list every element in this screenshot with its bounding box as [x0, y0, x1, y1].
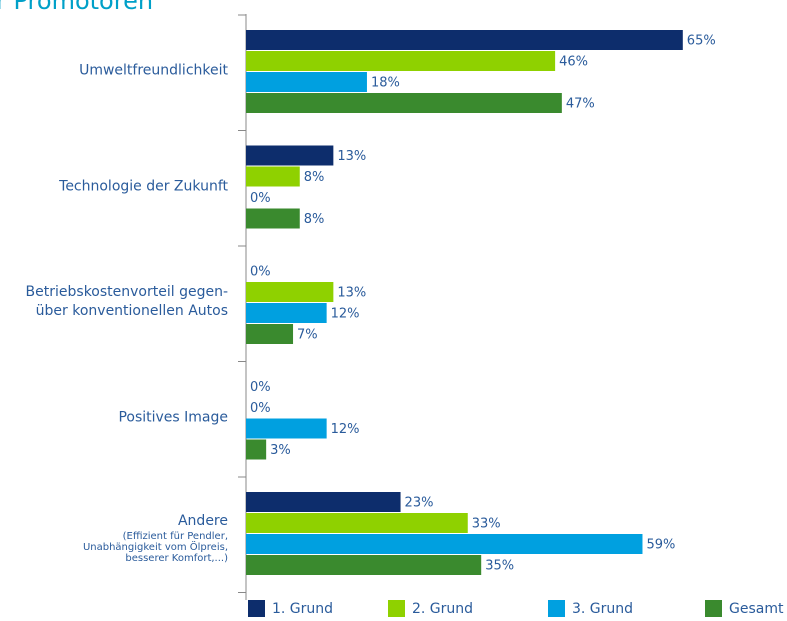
bar — [246, 303, 327, 323]
legend-label: 3. Grund — [572, 601, 633, 617]
category-label: Umweltfreundlichkeit — [79, 62, 228, 79]
value-label: 3% — [270, 443, 291, 458]
bar — [246, 93, 562, 113]
value-label: 7% — [297, 328, 318, 343]
value-label: 0% — [250, 401, 271, 416]
value-label: 0% — [250, 191, 271, 206]
category-label: Andere (Effizient für Pendler, Unabhängig… — [82, 513, 228, 564]
bar — [246, 208, 300, 229]
value-label: 33% — [472, 517, 501, 532]
bar — [246, 51, 556, 71]
legend-swatch — [548, 600, 565, 617]
bar — [246, 282, 334, 302]
bar — [246, 166, 300, 187]
legend-swatch — [705, 600, 722, 617]
bar — [246, 513, 468, 533]
bar — [246, 30, 683, 50]
chart-title: r Promotoren — [0, 0, 153, 15]
annotation: (Effizient für Pendler, Unabhängigkeit v… — [82, 531, 228, 564]
legend-label: Gesamt — [729, 601, 784, 617]
legend-label: 1. Grund — [272, 601, 333, 617]
value-label: 12% — [331, 307, 360, 322]
legend-label: 2. Grund — [412, 601, 473, 617]
value-label: 35% — [485, 559, 514, 574]
bar — [246, 439, 267, 460]
bar — [246, 145, 334, 166]
bar — [246, 418, 327, 439]
bar — [246, 555, 482, 575]
value-label: 46% — [559, 55, 588, 70]
value-label: 8% — [304, 212, 325, 227]
value-label: 18% — [371, 76, 400, 91]
value-label: 12% — [331, 422, 360, 437]
legend-swatch — [248, 600, 265, 617]
bar — [246, 72, 367, 92]
category-label: Positives Image — [118, 409, 228, 425]
category-label: Betriebskostenvorteil gegen- über konven… — [25, 284, 228, 319]
category-label: Technologie der Zukunft — [59, 178, 228, 194]
bar — [246, 324, 294, 344]
value-label: 23% — [405, 496, 434, 511]
value-label: 0% — [250, 265, 271, 280]
value-label: 65% — [687, 34, 716, 49]
bar — [246, 534, 643, 554]
value-label: 13% — [337, 286, 366, 301]
value-label: 13% — [337, 149, 366, 164]
value-label: 8% — [304, 170, 325, 185]
legend-swatch — [388, 600, 405, 617]
value-label: 47% — [566, 97, 595, 112]
bar — [246, 492, 401, 512]
value-label: 0% — [250, 380, 271, 395]
value-label: 59% — [646, 538, 675, 553]
